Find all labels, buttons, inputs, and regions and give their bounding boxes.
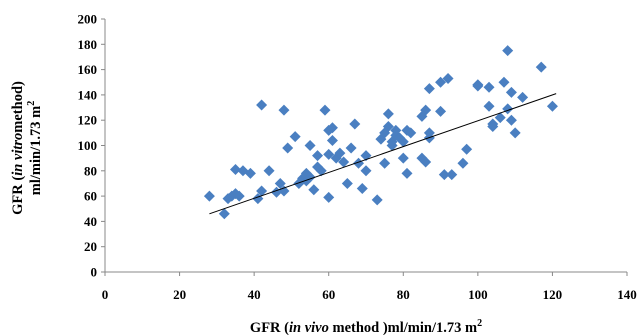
data-point: [256, 185, 268, 197]
data-point: [382, 121, 394, 133]
y-tick-label: 20: [84, 239, 97, 254]
data-point: [446, 169, 458, 181]
data-point: [487, 121, 499, 133]
y-axis-ticks: 0 20 40 60 80 100 120 140 160 180 200: [78, 12, 105, 280]
data-point: [435, 105, 447, 117]
data-point: [326, 122, 338, 134]
data-point: [505, 114, 517, 126]
x-tick-label: 120: [543, 287, 563, 302]
data-point: [319, 104, 331, 116]
data-point: [397, 136, 409, 148]
data-point: [282, 142, 294, 154]
data-point: [218, 208, 230, 220]
data-points: [203, 45, 558, 220]
data-point: [304, 140, 316, 151]
data-point: [315, 165, 327, 177]
y-tick-label: 80: [84, 163, 97, 178]
data-point: [401, 167, 413, 179]
data-point: [289, 131, 301, 143]
data-point: [341, 177, 353, 189]
data-point: [338, 156, 350, 168]
trendline: [209, 93, 557, 215]
data-point: [244, 167, 256, 179]
data-point: [420, 156, 432, 168]
y-axis-title-line2: ml/min/1.73 m2: [26, 101, 44, 195]
data-point: [423, 127, 435, 139]
data-point: [256, 99, 268, 111]
data-point: [494, 112, 506, 124]
data-point: [203, 190, 215, 202]
data-point: [278, 185, 290, 197]
data-point: [509, 127, 521, 139]
data-point: [498, 76, 510, 88]
data-point: [360, 165, 372, 177]
x-tick-label: 140: [617, 287, 637, 302]
x-axis-title: GFR (in vivo method )ml/min/1.73 m2: [250, 318, 482, 335]
x-tick-label: 0: [102, 287, 109, 302]
x-tick-label: 40: [248, 287, 261, 302]
x-tick-label: 100: [468, 287, 488, 302]
data-point: [472, 79, 484, 91]
data-point: [356, 183, 368, 195]
data-point: [379, 157, 391, 169]
data-point: [349, 118, 361, 130]
data-point: [334, 147, 346, 159]
data-point: [483, 100, 495, 112]
y-tick-label: 40: [84, 214, 97, 229]
data-point: [371, 194, 383, 206]
data-point: [233, 190, 245, 202]
data-point: [274, 177, 286, 189]
data-point: [438, 169, 450, 181]
data-point: [278, 104, 290, 116]
data-point: [382, 108, 394, 120]
x-tick-label: 60: [322, 287, 335, 302]
data-point: [323, 191, 335, 203]
y-tick-label: 140: [78, 87, 98, 102]
y-axis-title-line1: GFR (in vitromethod): [10, 81, 26, 215]
x-tick-label: 80: [397, 287, 410, 302]
data-point: [326, 134, 338, 146]
data-point: [405, 127, 417, 139]
data-point: [505, 86, 517, 98]
data-point: [483, 81, 495, 93]
y-tick-label: 160: [78, 62, 98, 77]
y-tick-label: 0: [91, 265, 98, 280]
data-point: [457, 157, 469, 169]
data-point: [263, 165, 275, 177]
data-point: [502, 45, 514, 57]
y-tick-label: 180: [78, 37, 98, 52]
y-tick-label: 200: [78, 12, 98, 27]
data-point: [423, 83, 435, 95]
data-point: [517, 91, 529, 103]
data-point: [420, 104, 432, 116]
y-tick-label: 60: [84, 189, 97, 204]
data-point: [323, 124, 335, 136]
data-point: [546, 100, 558, 112]
data-point: [323, 148, 335, 160]
data-point: [345, 142, 357, 154]
y-tick-label: 120: [78, 113, 98, 128]
x-axis-ticks: 0 20 40 60 80 100 120 140: [102, 272, 637, 302]
x-tick-label: 20: [173, 287, 186, 302]
data-point: [353, 157, 365, 169]
data-point: [535, 61, 547, 73]
data-point: [312, 150, 324, 162]
y-tick-label: 100: [78, 138, 98, 153]
data-point: [397, 152, 409, 164]
data-point: [435, 76, 447, 88]
data-point: [390, 124, 402, 136]
data-point: [442, 72, 454, 84]
data-point: [308, 184, 320, 196]
data-point: [461, 143, 473, 155]
data-point: [230, 164, 241, 176]
